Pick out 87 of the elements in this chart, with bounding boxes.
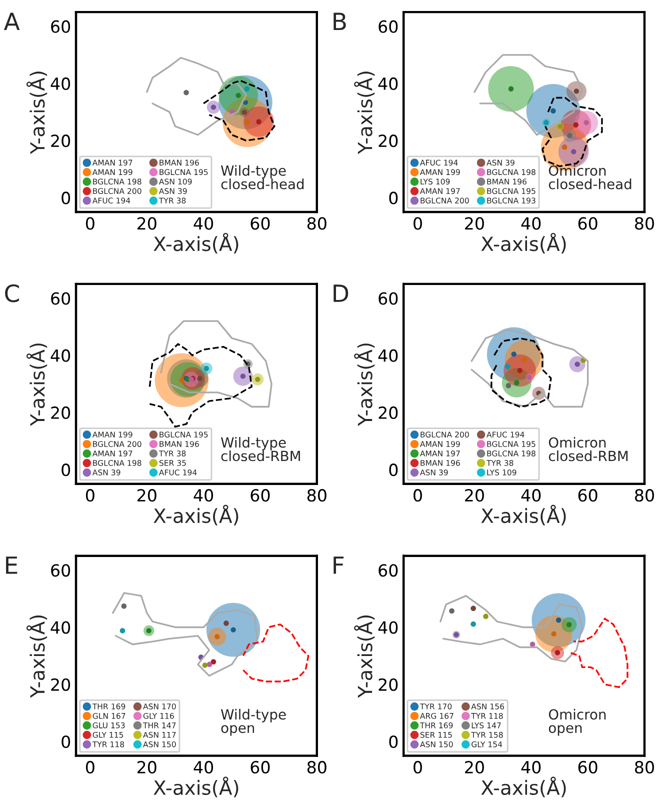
- y-tick-label: 60: [378, 20, 398, 33]
- annotation: Omicron open: [548, 708, 606, 736]
- x-axis-title: X-axis(Å): [481, 232, 566, 254]
- annotation: Omicron closed-head: [548, 165, 632, 190]
- x-tick-label: 80: [635, 217, 654, 230]
- y-tick-label: 40: [378, 349, 398, 362]
- y-tick-label: 20: [378, 406, 398, 420]
- x-tick-label: 40: [194, 217, 214, 230]
- x-tick-label: 0: [414, 760, 422, 774]
- y-tick-label: 60: [51, 292, 70, 305]
- y-tick-label: 20: [378, 678, 398, 691]
- x-axis-title: X-axis(Å): [481, 776, 566, 798]
- y-tick-label: 20: [51, 678, 70, 691]
- annotation: Wild-type closed-head: [221, 165, 304, 190]
- y-tick-label: 0: [389, 464, 398, 476]
- line-series: [112, 592, 258, 677]
- y-tick-label: 40: [50, 349, 70, 362]
- chart-title: E: [6, 556, 18, 574]
- x-tick-label: 60: [578, 760, 598, 774]
- x-tick-label: 40: [521, 489, 541, 502]
- chart-title: C: [5, 284, 19, 302]
- x-tick-label: 80: [635, 489, 654, 502]
- annotation: Omicron closed-RBM: [548, 436, 628, 462]
- x-tick-label: 20: [137, 217, 156, 230]
- chart-title: D: [334, 284, 348, 302]
- y-axis-title: Y-axis(Å): [26, 72, 48, 154]
- x-tick-label: 0: [414, 489, 422, 502]
- x-tick-label: 0: [414, 217, 422, 230]
- y-axis-title: Y-axis(Å): [26, 615, 48, 698]
- x-tick-label: 60: [578, 489, 598, 502]
- y-tick-label: 0: [62, 735, 70, 748]
- line-series: [440, 594, 583, 662]
- y-axis-title: Y-axis(Å): [26, 344, 48, 426]
- y-tick-label: 60: [378, 564, 398, 577]
- y-axis-title: Y-axis(Å): [354, 72, 375, 154]
- x-tick-label: 40: [521, 217, 541, 230]
- x-tick-label: 20: [465, 760, 484, 774]
- x-tick-label: 40: [194, 489, 214, 502]
- annotation: Wild-type open: [221, 708, 286, 736]
- y-tick-label: 60: [51, 20, 70, 33]
- line-series: [490, 337, 552, 408]
- x-axis-title: X-axis(Å): [154, 504, 238, 526]
- line-series: [202, 80, 276, 142]
- x-tick-label: 20: [137, 489, 156, 502]
- x-tick-label: 60: [578, 217, 598, 230]
- x-axis-title: X-axis(Å): [154, 776, 238, 798]
- x-tick-label: 80: [635, 760, 654, 774]
- y-axis-title: Y-axis(Å): [354, 615, 375, 698]
- y-tick-label: 40: [378, 621, 398, 634]
- x-tick-label: 60: [250, 760, 270, 774]
- line-series: [160, 320, 272, 408]
- line-series: [470, 328, 589, 408]
- y-tick-label: 0: [62, 464, 70, 476]
- x-tick-label: 40: [521, 760, 541, 774]
- x-tick-label: 80: [307, 760, 326, 774]
- x-axis-title: X-axis(Å): [481, 504, 566, 526]
- chart-title: B: [334, 12, 346, 30]
- y-tick-label: 20: [378, 134, 398, 148]
- x-tick-label: 80: [307, 489, 326, 502]
- annotation: Wild-type closed-RBM: [221, 436, 300, 462]
- y-tick-label: 40: [50, 77, 70, 90]
- chart-title: A: [4, 12, 20, 30]
- x-tick-label: 60: [250, 489, 270, 502]
- chart-title: F: [334, 556, 344, 574]
- x-tick-label: 20: [137, 760, 156, 774]
- y-tick-label: 0: [389, 192, 398, 204]
- x-tick-label: 60: [250, 217, 270, 230]
- y-tick-label: 0: [389, 735, 398, 748]
- line-series: [242, 624, 310, 682]
- y-axis-title: Y-axis(Å): [354, 344, 375, 426]
- y-tick-label: 60: [378, 292, 398, 305]
- x-tick-label: 0: [86, 489, 94, 502]
- x-tick-label: 20: [465, 217, 484, 230]
- x-tick-label: 0: [86, 760, 94, 774]
- y-tick-label: 60: [51, 564, 70, 577]
- x-tick-label: 0: [86, 217, 94, 230]
- y-tick-label: 20: [51, 134, 70, 148]
- x-tick-label: 80: [307, 217, 326, 230]
- x-tick-label: 20: [465, 489, 484, 502]
- line-series: [146, 56, 247, 136]
- x-tick-label: 40: [194, 760, 214, 774]
- y-tick-label: 40: [378, 77, 398, 90]
- y-tick-label: 40: [50, 621, 70, 634]
- y-tick-label: 20: [51, 406, 70, 420]
- x-axis-title: X-axis(Å): [154, 232, 238, 254]
- y-tick-label: 0: [62, 192, 70, 204]
- line-series: [148, 343, 253, 428]
